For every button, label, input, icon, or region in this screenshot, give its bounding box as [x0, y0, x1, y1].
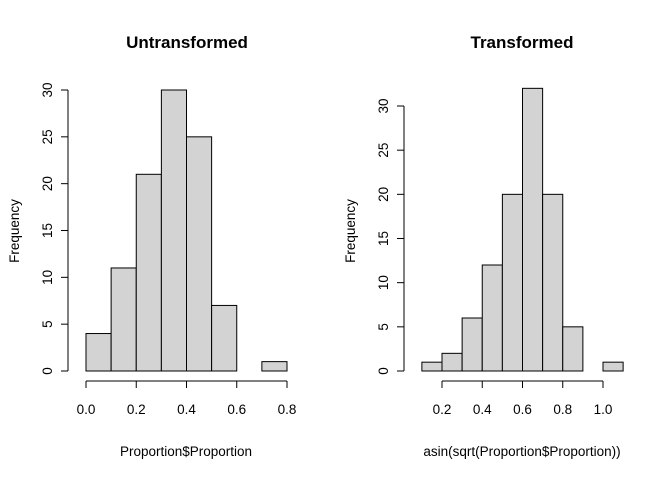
histogram-bar [261, 361, 288, 372]
x-tick-label: 1.0 [594, 402, 613, 417]
histogram-bar [421, 361, 443, 372]
y-tick-label: 5 [40, 320, 55, 328]
x-tick-label: 0.2 [433, 402, 452, 417]
y-tick-label: 15 [376, 231, 391, 246]
bars [85, 89, 288, 372]
x-axis: 0.2 0.4 0.6 0.8 1.0 [433, 380, 613, 417]
histogram-bar [562, 326, 584, 372]
histogram-bar [135, 173, 162, 372]
y-tick-label: 30 [40, 82, 55, 97]
x-tick-label: 0.6 [227, 402, 246, 417]
x-tick-label: 0.4 [177, 402, 196, 417]
x-tick-label: 0.0 [77, 402, 96, 417]
x-tick-label: 0.4 [473, 402, 492, 417]
histogram-bar [85, 333, 112, 372]
histogram-bar [160, 89, 187, 372]
chart-title: Untransformed [126, 33, 248, 52]
y-tick-label: 10 [40, 270, 55, 285]
histogram-transformed: Transformed asin(sqrt(Proportion$Proport… [343, 33, 624, 459]
x-axis-label: Proportion$Proportion [120, 444, 252, 459]
y-tick-label: 30 [376, 98, 391, 113]
y-tick-label: 20 [376, 187, 391, 202]
x-tick-label: 0.8 [278, 402, 297, 417]
histogram-bar [602, 361, 624, 372]
x-axis: 0.0 0.2 0.4 0.6 0.8 [77, 380, 297, 417]
bars [421, 87, 624, 372]
histogram-bar [441, 352, 463, 372]
histogram-bar [522, 87, 544, 372]
histogram-bar [211, 304, 238, 372]
histogram-untransformed: Untransformed Proportion$Proportion Freq… [7, 33, 296, 459]
histogram-bar [542, 193, 564, 372]
y-axis: 0 5 10 15 20 25 30 [40, 82, 69, 375]
x-tick-label: 0.8 [553, 402, 572, 417]
histogram-bar [461, 317, 483, 372]
y-tick-label: 0 [376, 367, 391, 375]
y-tick-label: 20 [40, 176, 55, 191]
y-axis: 0 5 10 15 20 25 30 [376, 98, 405, 375]
y-tick-label: 15 [40, 223, 55, 238]
y-tick-label: 0 [40, 367, 55, 375]
histogram-bar [110, 267, 137, 372]
y-axis-label: Frequency [343, 199, 358, 263]
y-tick-label: 10 [376, 275, 391, 290]
x-tick-label: 0.6 [513, 402, 532, 417]
x-axis-label: asin(sqrt(Proportion$Proportion)) [423, 444, 620, 459]
histogram-bar [501, 193, 523, 372]
y-tick-label: 5 [376, 323, 391, 331]
y-tick-label: 25 [40, 129, 55, 144]
histogram-bar [481, 264, 503, 372]
y-axis-label: Frequency [7, 199, 22, 263]
x-tick-label: 0.2 [127, 402, 146, 417]
histogram-bar [186, 136, 213, 372]
y-tick-label: 25 [376, 143, 391, 158]
chart-title: Transformed [471, 33, 574, 52]
